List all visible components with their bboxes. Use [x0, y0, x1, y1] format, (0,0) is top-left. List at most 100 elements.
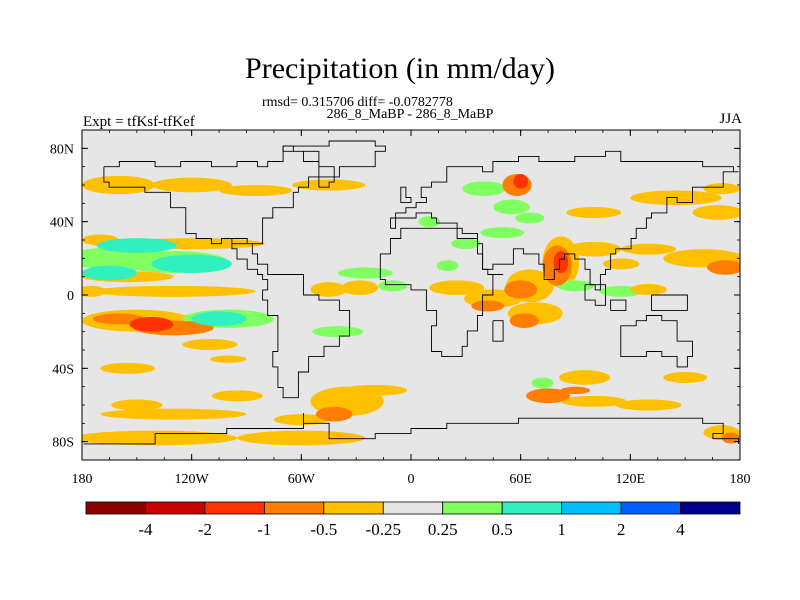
field-layer [82, 140, 740, 446]
colorbar-box-10 [680, 501, 741, 515]
x-tick-label: 60W [288, 472, 316, 487]
coastline-10 [400, 186, 412, 204]
anomaly-blob-26 [100, 408, 247, 420]
anomaly-blob-48 [703, 183, 740, 195]
colorbar-label: -4 [138, 520, 153, 539]
stats-text: rmsd= 0.315706 diff= -0.0782778 [262, 95, 453, 110]
anomaly-blob-68 [471, 300, 505, 312]
anomaly-blob-43 [621, 243, 677, 255]
coastline-9 [492, 320, 504, 342]
colorbar-label: -1 [257, 520, 271, 539]
colorbar-box-7 [501, 501, 563, 515]
coastline-6 [584, 284, 606, 306]
x-tick-label: 120W [175, 472, 210, 487]
colorbar-box-2 [204, 501, 265, 515]
colorbar-label: -0.5 [310, 520, 337, 539]
anomaly-blob-23 [341, 384, 408, 396]
colorbar-label: 4 [676, 520, 685, 539]
anomaly-blob-27 [82, 430, 238, 446]
anomaly-blob-25 [211, 390, 263, 402]
coastline-2 [390, 150, 739, 291]
coastline-5 [282, 145, 335, 188]
coastline-4 [83, 413, 739, 445]
anomaly-blob-36 [436, 260, 459, 272]
x-tick-label: 60E [509, 472, 532, 487]
y-tick-label: 80S [52, 436, 74, 451]
anomaly-blob-73 [560, 386, 591, 395]
chart-title: Precipitation (in mm/day) [245, 52, 555, 85]
coastline-8 [651, 294, 688, 311]
anomaly-blob-63 [191, 311, 247, 327]
x-tick-label: 180 [730, 472, 751, 487]
anomaly-blob-60 [82, 265, 137, 281]
x-tick-label: 180 [72, 472, 93, 487]
colorbar-box-4 [323, 501, 384, 515]
anomaly-blob-53 [531, 377, 554, 389]
anomaly-blob-34 [451, 238, 481, 250]
anomaly-blob-58 [151, 254, 232, 273]
anomaly-blob-46 [692, 205, 740, 220]
anomaly-blob-12 [219, 185, 293, 196]
anomaly-blob-29 [111, 399, 163, 411]
colorbar-label: 0.25 [428, 520, 458, 539]
colorbar-label: -2 [198, 520, 212, 539]
anomaly-blob-54 [560, 395, 627, 407]
anomaly-blob-55 [615, 399, 682, 411]
center-subtitle: 286_8_MaBP - 286_8_MaBP [326, 107, 494, 122]
anomaly-blob-17 [341, 280, 379, 295]
right-subtitle: JJA [719, 111, 742, 127]
anomaly-blob-21 [312, 326, 364, 338]
anomaly-blob-35 [418, 216, 441, 228]
anomaly-blob-9 [100, 362, 156, 374]
anomaly-blob-59 [96, 238, 178, 253]
anomaly-blob-10 [82, 175, 156, 195]
y-tick-label: 40N [50, 216, 74, 231]
anomaly-blob-69 [509, 313, 539, 328]
colorbar-label: 1 [557, 520, 566, 539]
y-tick-label: 0 [67, 289, 74, 304]
anomaly-blob-33 [480, 227, 525, 239]
coastline-7 [610, 299, 627, 311]
coastline-3 [620, 315, 693, 368]
anomaly-blob-71 [526, 388, 571, 404]
anomaly-blob-32 [515, 212, 545, 224]
anomaly-blob-11 [151, 177, 232, 193]
anomaly-blob-42 [602, 258, 640, 270]
anomaly-blob-72 [721, 432, 740, 444]
anomaly-blob-19 [337, 267, 393, 279]
anomaly-blob-64 [315, 406, 353, 422]
anomaly-blob-24 [273, 414, 329, 426]
anomaly-blob-56 [663, 372, 708, 383]
anomaly-blob-52 [559, 370, 611, 385]
anomaly-blob-47 [566, 207, 622, 218]
anomaly-blob-30 [462, 181, 507, 197]
colorbar-label: -0.25 [366, 520, 401, 539]
anomaly-blob-75 [513, 174, 528, 189]
anomaly-blob-67 [504, 280, 538, 299]
y-tick-label: 80N [50, 142, 74, 157]
anomaly-blob-31 [493, 199, 530, 215]
colorbar-label: 0.5 [492, 520, 513, 539]
anomaly-blob-41 [566, 241, 622, 257]
colorbar-box-5 [382, 501, 444, 515]
anomaly-blob-4 [91, 285, 256, 297]
colorbar-box-3 [263, 501, 325, 515]
anomaly-blob-74 [129, 317, 174, 332]
coastline-1 [379, 227, 504, 358]
coastline-0 [103, 140, 386, 399]
colorbar-box-8 [561, 501, 622, 515]
colorbar-label: 2 [617, 520, 626, 539]
colorbar-box-6 [442, 501, 503, 515]
left-subtitle: Expt = tfKsf-tfKef [83, 114, 195, 130]
x-tick-label: 0 [408, 472, 415, 487]
x-tick-label: 120E [616, 472, 646, 487]
y-tick-label: 40S [52, 362, 74, 377]
anomaly-blob-18 [429, 280, 485, 295]
anomaly-blob-28 [237, 430, 366, 446]
anomaly-blob-51 [630, 284, 667, 295]
colorbar-box-0 [85, 501, 146, 515]
anomaly-blob-20 [378, 280, 408, 292]
anomaly-blob-70 [707, 260, 740, 275]
